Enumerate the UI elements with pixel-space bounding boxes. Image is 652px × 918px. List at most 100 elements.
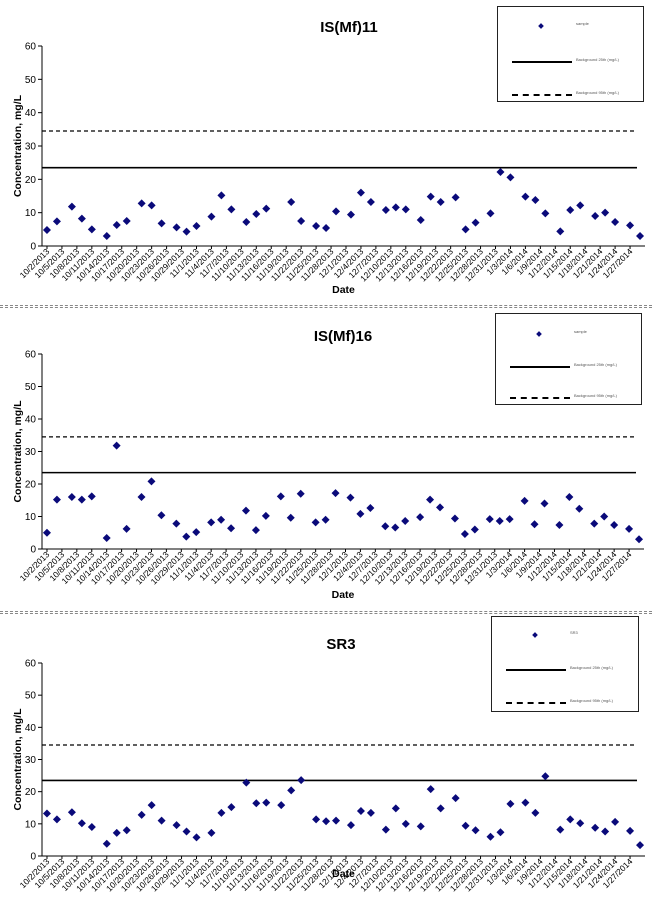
data-point bbox=[610, 520, 619, 529]
data-point bbox=[346, 821, 355, 830]
dashed-line-icon bbox=[512, 89, 572, 101]
data-point bbox=[276, 492, 285, 501]
data-point bbox=[486, 832, 495, 841]
data-point bbox=[182, 227, 191, 236]
data-point bbox=[391, 523, 400, 532]
data-point bbox=[555, 520, 564, 529]
legend-label: Background 25th (mg/L) bbox=[576, 57, 619, 62]
data-point bbox=[112, 221, 121, 229]
y-tick-label: 20 bbox=[25, 787, 37, 798]
data-point bbox=[227, 205, 236, 214]
data-point bbox=[296, 489, 305, 498]
data-point bbox=[102, 533, 111, 542]
data-point bbox=[252, 799, 261, 808]
dashed-line-icon bbox=[506, 697, 566, 709]
y-tick-label: 0 bbox=[30, 545, 36, 556]
data-point bbox=[172, 519, 181, 528]
data-point bbox=[297, 217, 306, 225]
legend-entry-dashed-line: Background 95th (mg/L) bbox=[496, 392, 641, 404]
legend-label: Background 25th (mg/L) bbox=[574, 362, 617, 367]
data-point bbox=[277, 801, 286, 810]
data-point bbox=[346, 493, 355, 502]
data-point bbox=[42, 809, 51, 818]
legend-entry-solid-line: Background 25th (mg/L) bbox=[492, 664, 638, 676]
data-point bbox=[262, 798, 271, 807]
data-point bbox=[426, 192, 435, 201]
legend-label: Background 25th (mg/L) bbox=[570, 665, 613, 670]
data-point bbox=[451, 794, 460, 803]
data-point bbox=[436, 804, 445, 813]
data-point bbox=[122, 524, 131, 533]
y-tick-label: 10 bbox=[25, 208, 37, 219]
data-point bbox=[635, 535, 644, 544]
data-point bbox=[242, 218, 251, 226]
data-point bbox=[87, 823, 96, 832]
data-point bbox=[566, 206, 575, 214]
data-point bbox=[311, 518, 320, 527]
y-tick-label: 10 bbox=[25, 819, 37, 830]
chart-3-legend: SR3 Background 25th (mg/L) Background 95… bbox=[491, 616, 639, 712]
legend-label: Background 95th (mg/L) bbox=[570, 698, 613, 703]
data-point bbox=[102, 232, 111, 240]
data-point bbox=[77, 214, 86, 223]
data-point bbox=[461, 225, 470, 234]
data-point bbox=[531, 196, 540, 204]
data-point bbox=[346, 210, 355, 219]
x-axis-label: Date bbox=[332, 284, 355, 296]
data-point bbox=[172, 223, 181, 232]
data-point bbox=[356, 509, 365, 518]
y-tick-label: 60 bbox=[25, 350, 37, 361]
data-point bbox=[217, 808, 226, 817]
data-point bbox=[77, 495, 86, 504]
data-point bbox=[626, 826, 635, 835]
chart-2-legend: sample Background 25th (mg/L) Background… bbox=[495, 313, 642, 405]
data-point bbox=[252, 210, 261, 218]
data-point bbox=[471, 218, 480, 227]
data-point bbox=[147, 477, 156, 486]
data-point bbox=[157, 219, 166, 228]
chart-panel-1: IS(Mf)11 0 10 20 30 40 50 60 Concentration, mg/L… bbox=[0, 0, 652, 306]
x-axis-label: Date bbox=[332, 589, 355, 601]
data-point bbox=[262, 204, 271, 213]
x-axis-label: Date bbox=[332, 868, 355, 880]
solid-line-icon bbox=[512, 56, 572, 68]
data-point bbox=[401, 517, 410, 526]
data-point bbox=[77, 819, 86, 828]
data-point bbox=[286, 513, 295, 522]
data-point bbox=[52, 815, 61, 824]
data-point bbox=[506, 173, 515, 182]
legend-marker-icon bbox=[512, 20, 572, 32]
data-point bbox=[530, 520, 539, 529]
data-point bbox=[416, 822, 425, 831]
data-point bbox=[42, 226, 51, 234]
data-point bbox=[42, 528, 51, 537]
data-point bbox=[401, 819, 410, 828]
data-point bbox=[381, 825, 390, 834]
data-point bbox=[496, 168, 505, 176]
y-tick-label: 30 bbox=[25, 142, 37, 153]
y-tick-label: 30 bbox=[25, 447, 37, 458]
data-point bbox=[147, 201, 156, 210]
data-point bbox=[182, 827, 191, 836]
data-point bbox=[137, 493, 146, 501]
legend-entry-sample: sample bbox=[498, 20, 643, 32]
y-tick-label: 20 bbox=[25, 480, 37, 491]
data-point bbox=[461, 821, 470, 830]
chart-panel-3: SR3 0 10 20 30 40 50 60 Concentration, mg/L 10/2/… bbox=[0, 613, 652, 918]
y-tick-label: 0 bbox=[30, 242, 36, 253]
data-point bbox=[531, 808, 540, 817]
data-point bbox=[416, 216, 425, 224]
y-axis-label: Concentration, mg/L bbox=[12, 400, 24, 503]
data-point bbox=[332, 207, 341, 216]
data-point bbox=[521, 798, 530, 807]
data-point bbox=[391, 203, 400, 212]
chart-title: IS(Mf)16 bbox=[314, 328, 372, 345]
data-point bbox=[321, 515, 330, 524]
data-point bbox=[67, 808, 76, 817]
data-point bbox=[312, 222, 321, 230]
data-point bbox=[122, 217, 131, 225]
data-point bbox=[366, 808, 375, 817]
data-point bbox=[172, 821, 181, 830]
data-point bbox=[242, 778, 251, 787]
